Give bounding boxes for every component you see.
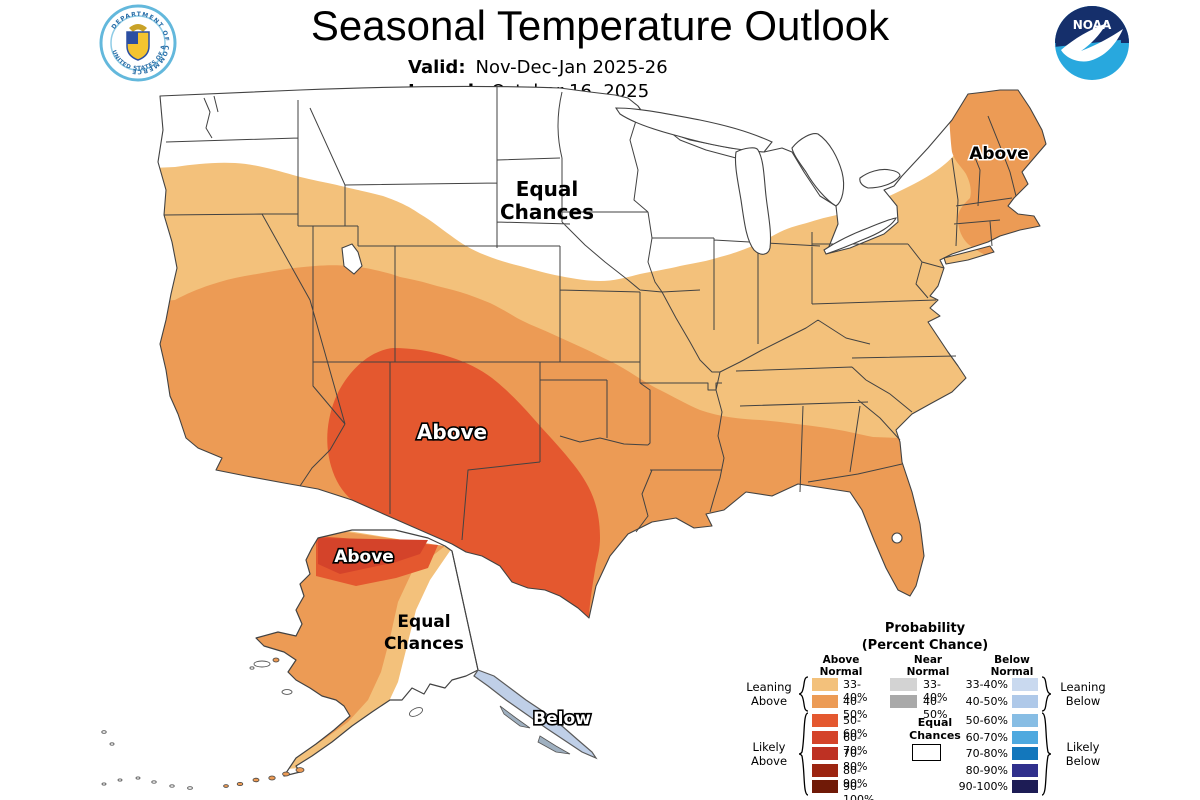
group-label: Above xyxy=(750,694,788,708)
legend-label: 33-40% xyxy=(923,678,948,704)
swatch-below-90-100 xyxy=(1012,780,1038,793)
legend-label: 70-80% xyxy=(843,747,868,773)
ak-above-label: Above xyxy=(334,547,394,567)
ak-panhandle-islands xyxy=(499,705,571,755)
legend-header-below: Below Normal xyxy=(982,654,1042,678)
group-label: Likely xyxy=(1066,740,1100,754)
swatch-near-40-50 xyxy=(890,695,917,708)
swatch-above-70-80 xyxy=(812,747,838,760)
brace-likely-above-icon xyxy=(799,712,809,796)
group-label: Below xyxy=(1065,754,1101,768)
aleutian-islands xyxy=(101,657,423,790)
group-label: Below xyxy=(1065,694,1101,708)
ak-equal-chances-label-1: Equal xyxy=(397,612,450,632)
legend-header-near-1: Near xyxy=(913,654,943,666)
valid-value: Nov-Dec-Jan 2025-26 xyxy=(475,57,668,78)
swatch-below-40-50 xyxy=(1012,695,1038,708)
legend-label: 40-50% xyxy=(923,695,948,721)
group-label: Leaning xyxy=(1060,680,1106,694)
conus-band-above-50-60 xyxy=(327,348,600,618)
group-label: Likely xyxy=(752,740,786,754)
legend-label: 80-90% xyxy=(843,763,868,790)
northeast-above-label: Above xyxy=(969,144,1029,164)
legend-header-above: Above Normal xyxy=(811,654,871,678)
swatch-below-50-60 xyxy=(1012,714,1038,727)
alaska-canada-border xyxy=(451,550,479,671)
noaa-logo-icon: NOAA xyxy=(1053,6,1129,80)
group-label: Above xyxy=(750,754,788,768)
swatch-below-80-90 xyxy=(1012,763,1038,777)
legend-label: 90-100% xyxy=(958,780,1008,793)
swatch-above-80-90 xyxy=(812,763,838,777)
legend-equal-1: Equal xyxy=(917,716,953,729)
page-title: Seasonal Temperature Outlook xyxy=(310,2,890,49)
group-likely-below: Likely Below xyxy=(1054,740,1112,768)
conus-equal-chances-label-2: Chances xyxy=(500,200,594,224)
legend-title: Probability (Percent Chance) xyxy=(820,620,1030,654)
legend-label: 33-40% xyxy=(843,678,868,704)
swatch-above-40-50 xyxy=(812,695,838,708)
group-leaning-above: Leaning Above xyxy=(740,680,798,708)
legend-title-line1: Probability xyxy=(884,621,966,636)
legend-header-near-2: Normal xyxy=(906,666,950,678)
legend-label: 50-60% xyxy=(965,714,1008,727)
legend-label: 50-60% xyxy=(843,714,868,740)
legend-label: 60-70% xyxy=(965,730,1008,744)
legend-equal-chances-swatch xyxy=(912,744,941,761)
swatch-above-90-100 xyxy=(812,780,838,793)
legend-label: 40-50% xyxy=(965,695,1008,708)
swatch-above-60-70 xyxy=(812,730,838,744)
brace-leaning-below-icon xyxy=(1041,676,1051,712)
ak-band-60-70 xyxy=(318,538,428,574)
legend-label: 40-50% xyxy=(843,695,868,721)
group-label: Leaning xyxy=(746,680,792,694)
legend-header-above-2: Normal xyxy=(819,666,863,678)
probability-legend: Probability (Percent Chance) Above Norma… xyxy=(728,616,1198,800)
commerce-seal-icon: DEPARTMENT OF COMMERCE UNITED STATES OF … xyxy=(96,0,177,82)
swatch-below-60-70 xyxy=(1012,730,1038,744)
noaa-logo: NOAA xyxy=(1053,4,1131,87)
legend-label: 80-90% xyxy=(965,763,1008,777)
legend-label: 90-100% xyxy=(843,780,875,800)
conus-above-label: Above xyxy=(417,420,487,444)
brace-leaning-above-icon xyxy=(799,676,809,712)
ak-equal-chances-label-2: Chances xyxy=(384,634,464,654)
legend-header-near: Near Normal xyxy=(898,654,958,678)
group-likely-above: Likely Above xyxy=(740,740,798,768)
legend-label: 33-40% xyxy=(965,678,1008,691)
seal-shield-chief xyxy=(127,32,138,44)
noaa-logo-text: NOAA xyxy=(1073,18,1112,32)
legend-equal-chances-label: Equal Chances xyxy=(895,716,975,742)
great-lakes xyxy=(341,107,903,544)
conus-equal-chances-label-1: Equal xyxy=(516,177,579,201)
legend-title-line2: (Percent Chance) xyxy=(861,638,989,653)
ak-below-region xyxy=(473,669,598,760)
swatch-above-33-40 xyxy=(812,678,838,691)
state-borders xyxy=(157,85,1047,619)
seal-eagle-icon xyxy=(129,24,147,32)
noaa-seagull-icon xyxy=(1061,23,1123,62)
legend-header-below-2: Normal xyxy=(990,666,1034,678)
swatch-below-70-80 xyxy=(1012,747,1038,760)
alaska-outline xyxy=(255,529,479,777)
ak-below-label: Below xyxy=(533,709,591,729)
valid-label: Valid: xyxy=(408,57,466,78)
legend-label: 60-70% xyxy=(843,730,868,757)
group-leaning-below: Leaning Below xyxy=(1054,680,1112,708)
swatch-near-33-40 xyxy=(890,678,917,691)
brace-likely-below-icon xyxy=(1041,712,1051,796)
legend-header-below-1: Below xyxy=(994,654,1030,666)
commerce-seal-logo: DEPARTMENT OF COMMERCE UNITED STATES OF … xyxy=(96,0,177,87)
swatch-below-33-40 xyxy=(1012,678,1038,691)
legend-label: 70-80% xyxy=(965,747,1008,760)
conus-band-above-40-50-northeast xyxy=(948,90,1046,280)
legend-header-above-1: Above xyxy=(822,654,860,666)
legend-equal-2: Chances xyxy=(909,729,961,742)
valid-line: Valid: Nov-Dec-Jan 2025-26 xyxy=(408,56,668,80)
swatch-above-50-60 xyxy=(812,714,838,727)
